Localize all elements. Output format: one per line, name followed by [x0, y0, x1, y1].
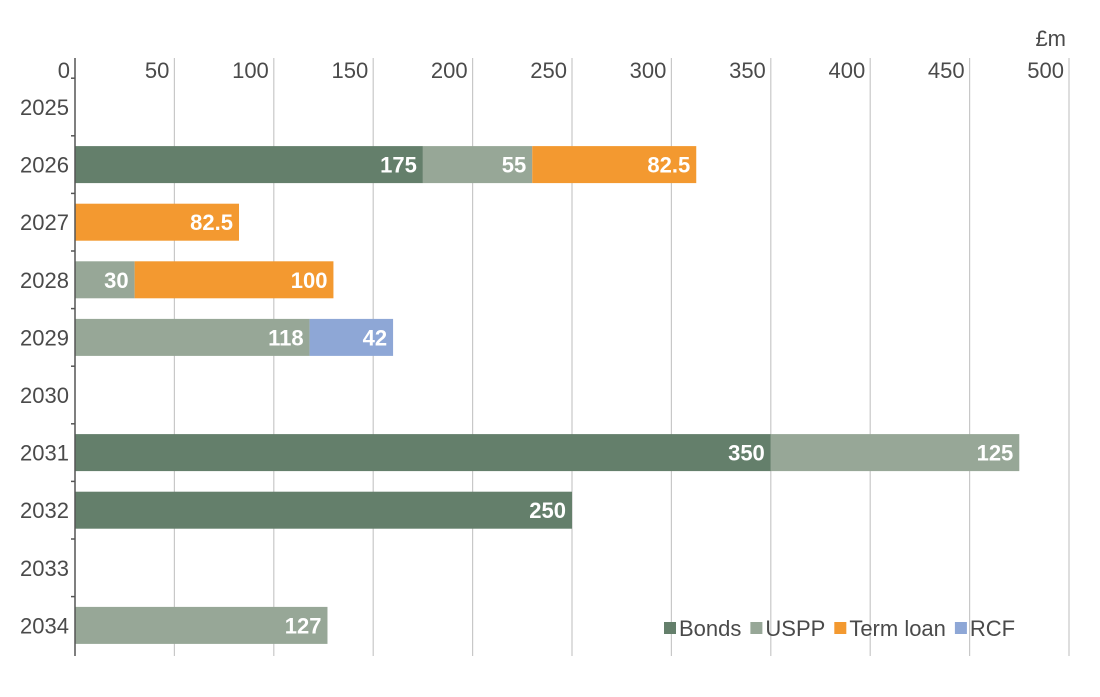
x-tick-label-50: 50	[145, 58, 169, 83]
bar-label-2029-rcf: 42	[363, 325, 387, 350]
bar-2031-bonds	[75, 434, 771, 472]
y-label-2029: 2029	[20, 325, 69, 350]
y-axis-labels: 2025 2026 2027 2028 2029 2030 2031 2032 2033 2034	[20, 77, 75, 638]
bar-label-2032-bonds: 250	[529, 498, 566, 523]
bar-2029-rcf	[309, 318, 394, 356]
legend-label-term-loan: Term loan	[849, 616, 946, 641]
bar-label-2029-uspp: 118	[268, 325, 304, 350]
bar-2032-bonds	[75, 491, 572, 529]
bar-2034-uspp	[75, 606, 328, 644]
bar-label-2028-uspp: 30	[104, 268, 128, 293]
legend-swatch-uspp	[750, 622, 763, 634]
bar-2026-uspp	[422, 146, 533, 184]
legend: Bonds USPP Term loan RCF	[664, 616, 1015, 641]
legend-swatch-term-loan	[834, 622, 847, 634]
x-tick-label-0: 0	[58, 58, 70, 83]
x-tick-label-150: 150	[331, 58, 368, 83]
bar-label-2028-term-loan: 100	[291, 268, 328, 293]
bar-2029-uspp	[75, 318, 310, 356]
x-tick-label-250: 250	[530, 58, 567, 83]
x-axis-ticks: 0 50 100 150 200 250 300 350 400 450 500	[58, 58, 1064, 83]
y-label-2034: 2034	[20, 613, 69, 638]
x-tick-label-300: 300	[630, 58, 667, 83]
bars: 175 55 82.5 82.5 30 100 118 42 350 125 250 127	[75, 146, 1020, 644]
legend-label-rcf: RCF	[970, 616, 1015, 641]
bar-label-2027-term-loan: 82.5	[190, 210, 233, 235]
legend-swatch-rcf	[954, 622, 967, 634]
bar-2027-term-loan	[75, 203, 240, 241]
bar-label-2026-bonds: 175	[380, 153, 417, 178]
x-tick-label-500: 500	[1027, 58, 1064, 83]
x-tick-label-100: 100	[232, 58, 269, 83]
y-label-2033: 2033	[20, 556, 69, 581]
x-tick-label-400: 400	[828, 58, 865, 83]
y-label-2025: 2025	[20, 95, 69, 120]
bar-label-2031-bonds: 350	[728, 441, 765, 466]
y-label-2027: 2027	[20, 210, 69, 235]
x-tick-label-450: 450	[928, 58, 965, 83]
legend-label-bonds: Bonds	[679, 616, 741, 641]
x-tick-label-350: 350	[729, 58, 766, 83]
bar-2028-uspp	[75, 261, 135, 299]
bar-2028-term-loan	[134, 261, 334, 299]
legend-swatch-bonds	[664, 622, 676, 634]
y-label-2031: 2031	[20, 441, 69, 466]
bar-label-2034-uspp: 127	[285, 613, 322, 638]
bar-2026-bonds	[75, 146, 423, 184]
y-label-2028: 2028	[20, 268, 69, 293]
x-tick-label-200: 200	[431, 58, 468, 83]
bar-2026-term-loan	[532, 146, 697, 184]
bar-label-2026-term-loan: 82.5	[647, 153, 690, 178]
y-label-2032: 2032	[20, 498, 69, 523]
bar-label-2031-uspp: 125	[977, 441, 1014, 466]
bar-label-2026-uspp: 55	[502, 153, 526, 178]
y-label-2026: 2026	[20, 153, 69, 178]
legend-label-uspp: USPP	[765, 616, 825, 641]
y-label-2030: 2030	[20, 383, 69, 408]
unit-label: £m	[1035, 26, 1066, 51]
bar-2031-uspp	[770, 434, 1020, 472]
